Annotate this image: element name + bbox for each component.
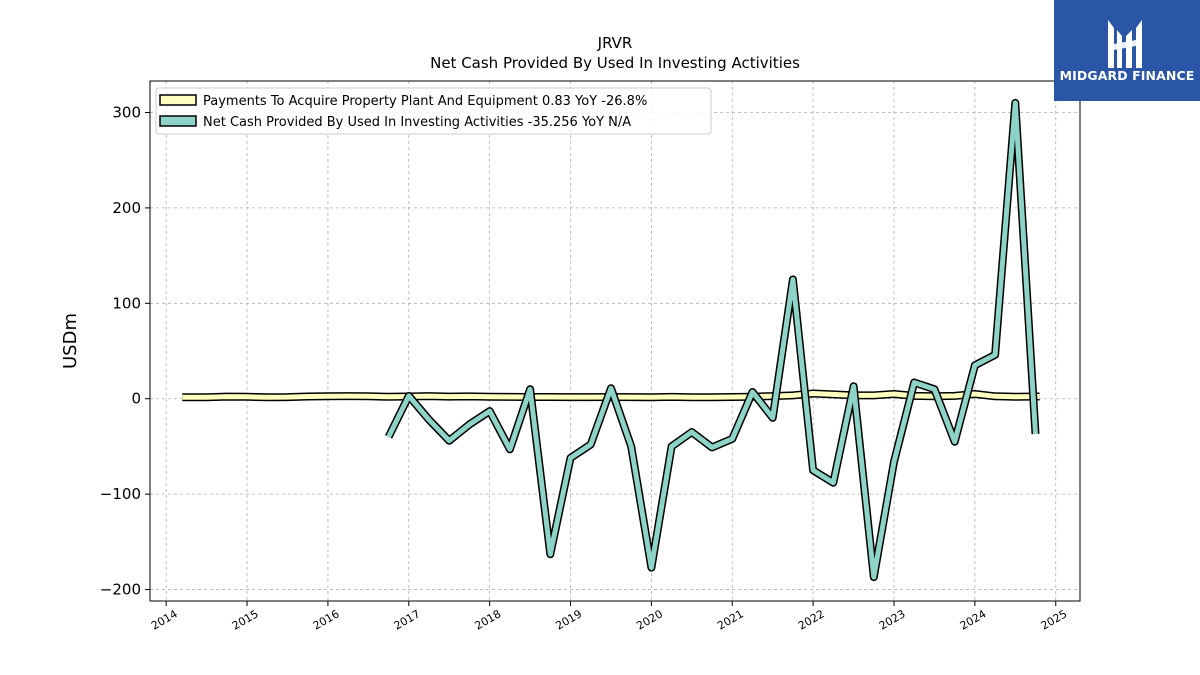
x-tick-label: 2016 (311, 607, 342, 632)
x-tick-label: 2014 (149, 607, 180, 632)
logo-mark-icon (1108, 20, 1142, 68)
midgard-finance-logo: MIDGARD FINANCE (1054, 0, 1200, 101)
chart-title: JRVR (597, 34, 633, 52)
y-tick-label: −100 (100, 485, 141, 503)
legend-box (155, 87, 712, 135)
legend-label: Payments To Acquire Property Plant And E… (203, 94, 647, 109)
x-tick-label: 2021 (715, 607, 746, 632)
x-tick-label: 2019 (553, 607, 584, 632)
series-outline (385, 98, 1040, 582)
x-tick-label: 2022 (796, 607, 827, 632)
x-tick-label: 2020 (634, 607, 665, 632)
x-tick-label: 2018 (473, 607, 504, 632)
y-tick-label: 0 (131, 390, 141, 408)
y-tick-label: 100 (112, 294, 141, 312)
chart-subtitle: Net Cash Provided By Used In Investing A… (430, 54, 800, 72)
grid (150, 81, 1080, 601)
x-tick-label: 2017 (392, 607, 423, 632)
series-line (386, 100, 1038, 580)
y-axis-label: USDm (60, 313, 81, 369)
y-tick-label: 200 (112, 199, 141, 217)
x-axis: 2014 2015 2016 2017 2018 2019 2020 2021 2022 2023… (149, 601, 1069, 633)
plot-frame (149, 80, 1081, 602)
legend: Payments To Acquire Property Plant And E… (155, 87, 712, 135)
y-tick-label: 300 (112, 103, 141, 121)
legend-label: Net Cash Provided By Used In Investing A… (203, 115, 631, 130)
x-tick-label: 2025 (1039, 607, 1070, 632)
legend-swatch (159, 115, 197, 127)
series-layer (182, 98, 1040, 582)
x-tick-label: 2015 (230, 607, 261, 632)
legend-swatch (159, 94, 197, 106)
x-tick-label: 2023 (877, 607, 908, 632)
y-tick-label: −200 (100, 581, 141, 599)
x-tick-label: 2024 (958, 607, 989, 632)
y-axis: −200 −100 0 100 200 300 (100, 103, 150, 599)
logo-text: MIDGARD FINANCE (1059, 68, 1195, 83)
